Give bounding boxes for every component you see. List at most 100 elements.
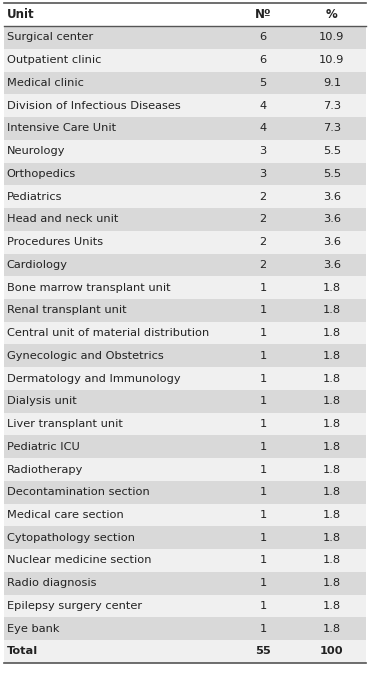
Bar	[4, 640, 366, 663]
Text: 3.6: 3.6	[323, 237, 341, 247]
Text: 10.9: 10.9	[319, 55, 344, 65]
Text: Central unit of material distribution: Central unit of material distribution	[7, 328, 209, 338]
Text: 5: 5	[259, 78, 266, 88]
Text: 1: 1	[259, 464, 266, 474]
Text: Radio diagnosis: Radio diagnosis	[7, 578, 96, 588]
Text: Eye bank: Eye bank	[7, 624, 59, 634]
Text: Dialysis unit: Dialysis unit	[7, 396, 77, 406]
Text: Renal transplant unit: Renal transplant unit	[7, 306, 126, 316]
Bar	[4, 503, 366, 526]
Bar	[4, 549, 366, 572]
Text: Nuclear medicine section: Nuclear medicine section	[7, 555, 151, 565]
Text: 3.6: 3.6	[323, 260, 341, 270]
Bar	[4, 26, 366, 49]
Text: 1.8: 1.8	[323, 396, 341, 406]
Text: 1: 1	[259, 555, 266, 565]
Text: 5.5: 5.5	[323, 169, 341, 179]
Text: %: %	[326, 8, 338, 22]
Bar	[4, 299, 366, 322]
Bar	[4, 254, 366, 276]
Text: 1.8: 1.8	[323, 283, 341, 293]
Bar	[4, 208, 366, 231]
Text: Nº: Nº	[255, 8, 271, 22]
Text: 1.8: 1.8	[323, 441, 341, 452]
Text: Intensive Care Unit: Intensive Care Unit	[7, 123, 116, 133]
Text: Cytopathology section: Cytopathology section	[7, 533, 135, 542]
Text: 1: 1	[259, 510, 266, 520]
Text: 1: 1	[259, 306, 266, 316]
Text: 1.8: 1.8	[323, 328, 341, 338]
Bar	[4, 413, 366, 435]
Text: Pediatric ICU: Pediatric ICU	[7, 441, 80, 452]
Text: Bone marrow transplant unit: Bone marrow transplant unit	[7, 283, 170, 293]
Text: 2: 2	[259, 192, 266, 202]
Bar	[4, 49, 366, 71]
Text: 2: 2	[259, 260, 266, 270]
Text: 1: 1	[259, 601, 266, 611]
Text: 1.8: 1.8	[323, 555, 341, 565]
Text: Radiotherapy: Radiotherapy	[7, 464, 83, 474]
Text: 1: 1	[259, 374, 266, 384]
Bar	[4, 481, 366, 503]
Text: 6: 6	[259, 55, 266, 65]
Bar	[4, 163, 366, 185]
Text: Unit: Unit	[7, 8, 34, 22]
Text: Neurology: Neurology	[7, 146, 65, 156]
Text: 2: 2	[259, 215, 266, 224]
Text: Orthopedics: Orthopedics	[7, 169, 76, 179]
Text: Surgical center: Surgical center	[7, 32, 93, 42]
Bar	[4, 458, 366, 481]
Text: 3: 3	[259, 169, 266, 179]
Text: Outpatient clinic: Outpatient clinic	[7, 55, 101, 65]
Bar	[4, 345, 366, 367]
Text: 100: 100	[320, 647, 344, 656]
Text: 1.8: 1.8	[323, 533, 341, 542]
Text: 1.8: 1.8	[323, 510, 341, 520]
Text: Gynecologic and Obstetrics: Gynecologic and Obstetrics	[7, 351, 164, 361]
Text: 1.8: 1.8	[323, 306, 341, 316]
Text: Head and neck unit: Head and neck unit	[7, 215, 118, 224]
Bar	[4, 140, 366, 163]
Text: 1: 1	[259, 487, 266, 497]
Bar	[4, 390, 366, 413]
Text: Cardiology: Cardiology	[7, 260, 68, 270]
Text: Epilepsy surgery center: Epilepsy surgery center	[7, 601, 142, 611]
Bar	[4, 322, 366, 345]
Bar	[4, 526, 366, 549]
Text: 7.3: 7.3	[323, 123, 341, 133]
Text: Dermatology and Immunology: Dermatology and Immunology	[7, 374, 180, 384]
Bar	[4, 71, 366, 94]
Text: 7.3: 7.3	[323, 101, 341, 110]
Bar	[4, 367, 366, 390]
Text: Medical care section: Medical care section	[7, 510, 124, 520]
Text: 2: 2	[259, 237, 266, 247]
Text: 1.8: 1.8	[323, 419, 341, 429]
Text: 55: 55	[255, 647, 271, 656]
Text: 3: 3	[259, 146, 266, 156]
Text: Medical clinic: Medical clinic	[7, 78, 84, 88]
Text: 1: 1	[259, 533, 266, 542]
Text: 1: 1	[259, 441, 266, 452]
Text: 1: 1	[259, 351, 266, 361]
Text: 4: 4	[259, 101, 266, 110]
Text: Total: Total	[7, 647, 38, 656]
Text: 1.8: 1.8	[323, 374, 341, 384]
Text: Liver transplant unit: Liver transplant unit	[7, 419, 122, 429]
Text: 1.8: 1.8	[323, 351, 341, 361]
Text: 1: 1	[259, 328, 266, 338]
Text: 1.8: 1.8	[323, 578, 341, 588]
Text: 1: 1	[259, 283, 266, 293]
Bar	[4, 276, 366, 299]
Bar	[4, 435, 366, 458]
Text: 10.9: 10.9	[319, 32, 344, 42]
Text: 1.8: 1.8	[323, 624, 341, 634]
Bar	[4, 185, 366, 208]
Bar	[4, 231, 366, 254]
Text: 1.8: 1.8	[323, 487, 341, 497]
Text: 1: 1	[259, 624, 266, 634]
Text: 1.8: 1.8	[323, 601, 341, 611]
Text: 1.8: 1.8	[323, 464, 341, 474]
Bar	[4, 617, 366, 640]
Bar	[4, 94, 366, 117]
Text: 9.1: 9.1	[323, 78, 341, 88]
